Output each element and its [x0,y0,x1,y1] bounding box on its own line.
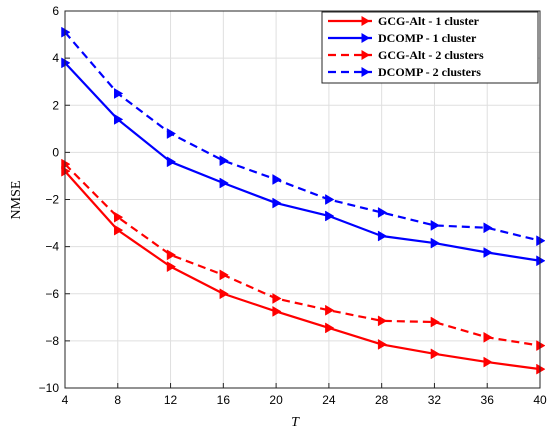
legend: GCG-Alt - 1 cluster DCOMP - 1 cluster GCG-… [321,11,539,84]
series-2 [61,158,546,352]
y-tick-label: −2 [45,193,59,207]
series-line [64,170,541,371]
y-tick-label: 6 [52,4,59,18]
data-point-marker [219,177,229,189]
data-point-marker [166,261,177,273]
data-point-marker [219,155,229,167]
y-tick-label: −8 [45,334,59,348]
x-tick-label: 4 [62,393,69,407]
data-point-marker [61,158,71,170]
legend-marker [361,67,370,77]
x-tick-label: 28 [375,393,389,407]
data-point-marker [166,156,177,168]
legend-label: DCOMP - 2 clusters [378,65,481,79]
data-point-marker [325,322,335,334]
legend-label: GCG-Alt - 2 clusters [378,48,484,62]
data-point-marker [114,211,124,223]
x-tick-label: 32 [428,393,442,407]
series-lines [61,26,546,375]
x-tick-label: 36 [481,393,495,407]
data-point-marker [483,222,493,234]
data-point-marker [325,210,335,222]
data-point-marker [166,249,177,261]
data-point-marker [114,88,124,99]
series-line [64,163,541,347]
data-point-marker [219,288,229,300]
y-tick-label: 2 [52,98,59,112]
legend-marker [361,33,370,43]
legend-label: DCOMP - 1 cluster [378,31,477,45]
data-point-marker [430,348,440,360]
data-point-marker [325,194,335,205]
series-3 [61,26,546,247]
x-axis-label: T [291,415,300,430]
data-point-marker [166,128,177,139]
series-0 [61,165,546,375]
x-tick-label: 16 [217,393,231,407]
y-tick-label: −6 [45,287,59,301]
x-tick-label: 20 [269,393,283,407]
y-tick-label: −4 [45,240,59,254]
legend-marker [361,50,370,60]
data-point-marker [536,235,546,247]
legend-label: GCG-Alt - 1 cluster [378,14,480,28]
data-point-marker [325,304,335,316]
y-tick-label: −10 [39,381,60,395]
data-point-marker [114,224,124,236]
data-point-marker [61,165,71,177]
data-point-marker [483,331,493,343]
series-1 [61,57,546,267]
x-tick-label: 8 [114,393,121,407]
data-point-marker [536,255,546,267]
data-point-marker [430,237,440,249]
data-point-marker [61,57,71,69]
data-point-marker [219,269,229,281]
x-tick-label: 24 [322,393,336,407]
data-point-marker [536,363,546,375]
data-point-marker [536,340,546,352]
data-point-marker [272,293,282,304]
data-point-marker [377,230,388,242]
data-point-marker [483,356,493,368]
data-point-marker [272,174,282,185]
y-tick-label: 0 [52,145,59,159]
y-tick-label: 4 [52,51,59,65]
data-point-marker [61,26,71,38]
data-point-marker [377,338,388,350]
data-point-marker [430,219,440,231]
data-point-marker [114,113,124,125]
data-point-marker [272,305,282,317]
data-point-marker [377,315,388,327]
y-axis-label: NMSE [9,181,24,220]
series-line [64,62,541,262]
x-tick-label: 12 [164,393,178,407]
series-line [64,31,541,242]
legend-marker [361,16,370,26]
data-point-marker [272,197,282,209]
x-tick-label: 40 [533,393,547,407]
data-point-marker [483,247,493,258]
data-point-marker [430,316,440,328]
data-point-marker [377,207,388,218]
